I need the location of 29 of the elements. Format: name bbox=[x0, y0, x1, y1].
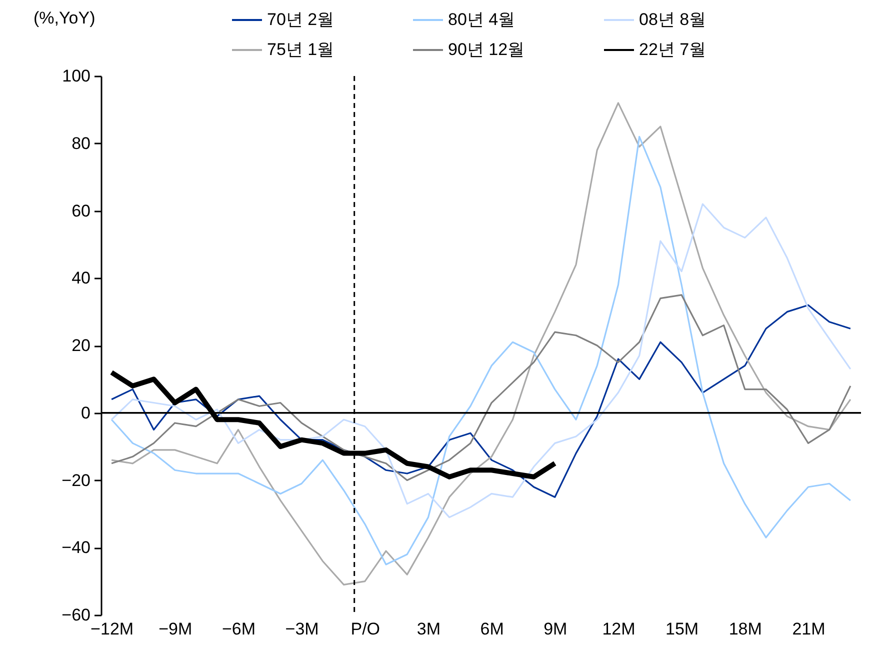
x-tick-label: P/O bbox=[350, 620, 380, 638]
y-tick-label: 40 bbox=[72, 268, 90, 288]
x-tick-label: 21M bbox=[792, 620, 826, 638]
x-tick-label: 15M bbox=[666, 620, 699, 638]
legend-label: 22년 7월 bbox=[639, 40, 706, 59]
y-tick-label: 60 bbox=[72, 201, 90, 220]
legend-label: 90년 12월 bbox=[448, 40, 525, 59]
legend-label: 80년 4월 bbox=[448, 10, 516, 29]
legend-label: 70년 2월 bbox=[267, 10, 334, 29]
y-tick-label: 0 bbox=[81, 403, 90, 422]
x-tick-label: 3M bbox=[416, 620, 441, 638]
x-tick-label: −6M bbox=[222, 620, 256, 638]
y-axis-title: (%,YoY) bbox=[34, 8, 96, 28]
y-tick-label: 100 bbox=[62, 66, 90, 86]
x-tick-label: −12M bbox=[90, 620, 134, 638]
x-tick-label: 12M bbox=[602, 620, 636, 638]
y-tick-label: 80 bbox=[72, 134, 90, 153]
legend-label: 75년 1월 bbox=[267, 40, 334, 59]
line-series bbox=[110, 203, 852, 518]
x-tick-label: 6M bbox=[480, 620, 504, 638]
y-tick-label: −40 bbox=[62, 538, 90, 558]
x-tick-label: 9M bbox=[544, 620, 568, 638]
y-tick-label: 20 bbox=[72, 336, 90, 355]
x-tick-label: 18M bbox=[728, 620, 762, 638]
x-tick-label: −3M bbox=[285, 620, 319, 638]
x-tick-label: −9M bbox=[158, 620, 192, 638]
legend-label: 08년 8월 bbox=[639, 10, 706, 29]
y-tick-label: −20 bbox=[62, 470, 90, 490]
y-tick-label: −60 bbox=[62, 606, 90, 624]
